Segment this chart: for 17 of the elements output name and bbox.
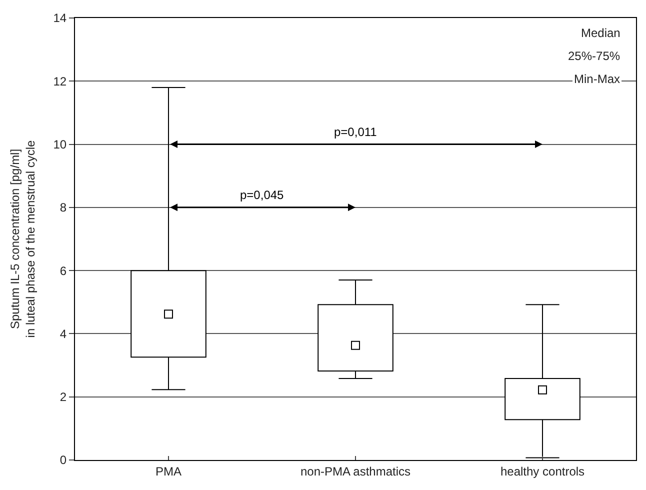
y-tick-label: 2 — [60, 390, 67, 404]
y-tick-label: 14 — [53, 11, 67, 26]
y-tick-label: 4 — [60, 326, 67, 341]
x-tick-label: healthy controls — [500, 464, 585, 478]
annotation: p=0,011 — [334, 125, 378, 139]
y-tick-label: 0 — [60, 453, 67, 468]
x-tick-label: non-PMA asthmatics — [300, 464, 411, 478]
annotation: p=0,045 — [240, 188, 284, 202]
annotation: Median — [581, 26, 620, 40]
y-tick-label: 8 — [60, 200, 67, 215]
y-tick-label: 10 — [53, 137, 67, 152]
x-tick-label: PMA — [155, 464, 182, 478]
annotation: Min-Max — [574, 72, 620, 86]
y-axis-title: Sputum IL-5 concentration [pg/ml] in luteal phase of the menstrual cycle — [8, 140, 38, 338]
y-tick-label: 12 — [53, 74, 67, 88]
annotation: 25%-75% — [568, 49, 620, 63]
y-tick-label: 6 — [60, 264, 67, 278]
